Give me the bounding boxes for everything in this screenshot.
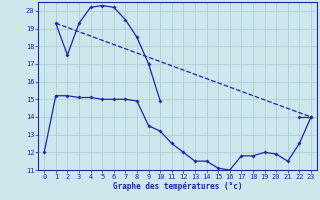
X-axis label: Graphe des températures (°c): Graphe des températures (°c) (113, 182, 242, 191)
